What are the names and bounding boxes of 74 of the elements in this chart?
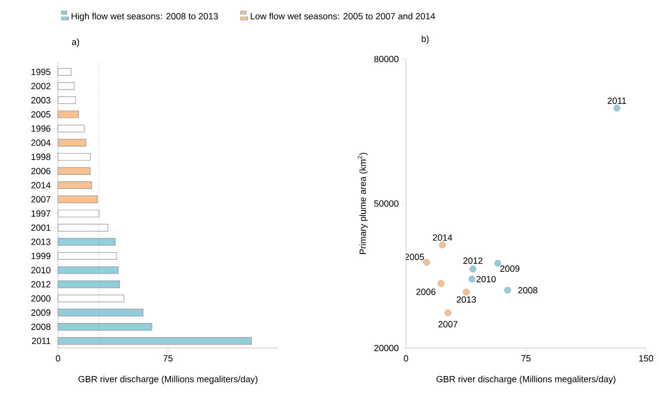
bar	[58, 294, 124, 302]
bar	[58, 124, 85, 132]
y-tick-label: 2008	[31, 324, 50, 330]
x-tick-label: 75	[163, 355, 173, 362]
point	[469, 266, 476, 272]
point	[494, 260, 502, 267]
bar	[58, 196, 98, 204]
bar	[58, 68, 72, 76]
annotation: 2014	[432, 234, 452, 241]
bar	[58, 252, 117, 260]
y-tick-label: 2000	[31, 295, 50, 302]
y-tick-label: 2004	[31, 140, 51, 146]
x-tick-label: 75	[521, 355, 531, 362]
annotation: 2008	[518, 287, 538, 294]
bar	[58, 138, 86, 147]
point	[613, 104, 620, 112]
point	[423, 258, 430, 266]
y-tick-label: 2012	[31, 281, 50, 288]
chart-title: b)	[422, 35, 429, 44]
bar	[58, 322, 152, 331]
y-axis-title: Primary plume area (km$^{2}$)	[358, 152, 368, 254]
legend-label: High flow wet seasons: 2008 to 2013	[72, 12, 218, 22]
x-tick-label: 150	[639, 355, 654, 362]
bar	[58, 308, 144, 316]
y-tick-label: 2001	[31, 224, 50, 231]
point	[444, 309, 452, 316]
x-tick-label: 0	[404, 355, 408, 362]
annotation: 2009	[500, 265, 520, 272]
bar	[58, 153, 91, 161]
y-tick-label: 2003	[31, 97, 50, 104]
bar	[58, 82, 74, 90]
y-tick-label: 1995	[32, 68, 50, 76]
annotation: 2012	[463, 257, 482, 264]
bar	[58, 210, 100, 218]
annotation: 2007	[438, 321, 458, 328]
y-tick-label: 1996	[32, 125, 50, 132]
bar	[58, 266, 118, 274]
x-axis-title: GBR river discharge (Millions megaliters/day)	[78, 376, 258, 384]
point	[468, 276, 476, 283]
annotation: 2013	[456, 296, 476, 303]
y-tick-label: 2010	[31, 266, 50, 274]
point	[504, 286, 512, 294]
y-tick-label: 2013	[31, 238, 50, 245]
bar	[58, 224, 108, 232]
point	[438, 280, 444, 287]
point	[462, 288, 470, 296]
annotation: 2006	[416, 288, 436, 296]
y-tick-label: 20000	[374, 344, 398, 352]
bar	[58, 110, 79, 118]
y-tick-label: 80000	[374, 56, 398, 62]
legend-label: Low flow wet seasons: 2005 to 2007 and 2014	[250, 12, 436, 20]
chart-title: a)	[72, 38, 80, 47]
y-tick-label: 2007	[31, 196, 50, 203]
y-tick-label: 2009	[31, 309, 50, 316]
y-tick-label: 1998	[32, 154, 50, 160]
annotation: 2010	[476, 276, 496, 282]
x-tick-label: 0	[56, 355, 60, 362]
y-tick-label: 1999	[32, 252, 50, 260]
y-tick-label: 2002	[31, 82, 50, 90]
bar	[58, 280, 120, 288]
bar	[58, 167, 91, 175]
annotation: 2011	[608, 98, 626, 104]
y-tick-label: 2006	[31, 168, 50, 174]
bar	[58, 238, 116, 246]
y-tick-label: 2014	[31, 182, 51, 188]
y-tick-label: 2005	[31, 111, 50, 118]
bar	[58, 337, 252, 345]
bar	[58, 96, 76, 104]
x-axis-title: GBR river discharge (Millions megaliters/day)	[436, 376, 616, 384]
point	[439, 242, 446, 248]
y-tick-label: 1997	[32, 210, 50, 217]
y-tick-label: 2011	[32, 338, 50, 344]
y-tick-label: 50000	[374, 200, 398, 207]
bar	[58, 181, 92, 189]
